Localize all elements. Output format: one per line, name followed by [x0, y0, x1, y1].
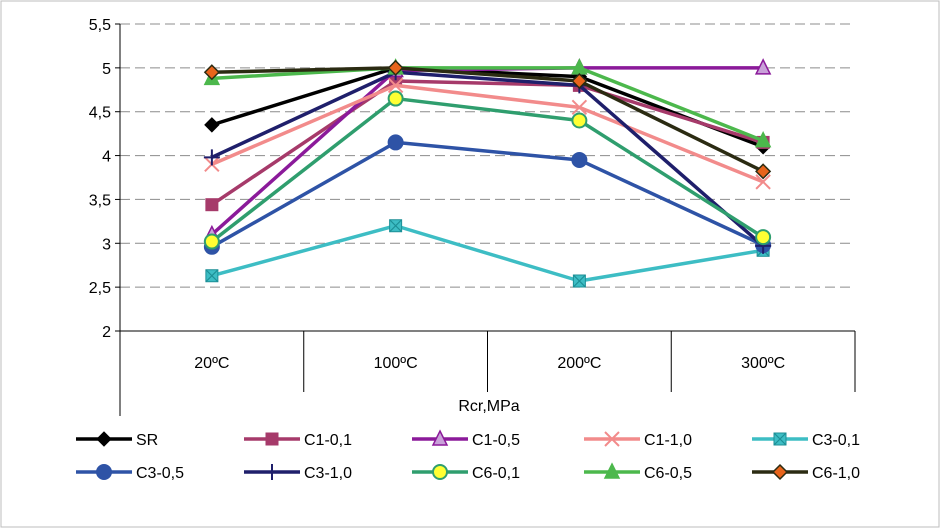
legend-item: C1-0,1	[244, 432, 352, 449]
data-point	[571, 72, 588, 90]
x-tick-label: 200ºC	[557, 355, 601, 372]
legend-item: SR	[76, 431, 158, 449]
x-tick-label: 100ºC	[374, 355, 418, 372]
legend: SR C1-0,1 C1-0,5 C1-1,0 C3-0,1 C3-0,5 C3-1,0 C6…	[76, 429, 860, 482]
data-point	[755, 174, 771, 190]
legend-item: C3-0,1	[752, 432, 860, 449]
series-line	[210, 79, 764, 207]
marker-cross	[389, 219, 403, 233]
legend-item: C6-0,5	[584, 462, 692, 482]
data-point	[754, 130, 772, 148]
legend-marker	[431, 429, 449, 446]
legend-label: C3-0,5	[136, 465, 184, 482]
legend-item: C6-1,0	[752, 463, 860, 482]
legend-marker	[773, 432, 787, 446]
y-tick-label: 3	[102, 236, 111, 253]
data-point	[204, 117, 220, 133]
data-point	[387, 59, 404, 76]
data-point	[572, 274, 586, 288]
legend-item: C3-1,0	[244, 464, 352, 482]
data-point	[755, 229, 772, 246]
data-point	[755, 163, 772, 180]
data-point	[754, 58, 772, 75]
series-line	[211, 140, 764, 249]
legend-item: C1-0,5	[412, 429, 520, 449]
series-C6-0,1	[203, 90, 772, 250]
series-line	[210, 96, 765, 243]
legend-label: C6-0,1	[472, 465, 520, 482]
series-group	[203, 58, 772, 288]
data-point	[387, 134, 404, 151]
gridlines	[120, 23, 855, 288]
series-line	[211, 66, 764, 149]
legend-label: C1-1,0	[644, 432, 692, 449]
series-line	[211, 70, 765, 248]
data-point	[203, 233, 220, 250]
marker-cross	[773, 432, 787, 446]
series-C1-1,0	[204, 77, 771, 190]
legend-label: C3-0,1	[812, 432, 860, 449]
series-line	[211, 223, 764, 283]
legend-item: C1-1,0	[584, 431, 692, 449]
legend-label: C6-1,0	[812, 465, 860, 482]
data-point	[387, 77, 404, 94]
x-tick-label: 300ºC	[741, 355, 785, 372]
data-point	[571, 99, 588, 116]
y-tick-label: 4	[102, 149, 111, 166]
legend-item: C3-0,5	[76, 464, 184, 482]
data-point	[203, 64, 220, 81]
data-point	[571, 112, 588, 129]
legend-label: C6-0,5	[644, 465, 692, 482]
legend-marker	[264, 464, 280, 480]
axes: 2 2,5 3 3,5 4 4,5 5 5,5 20ºC 100ºC 200ºC 300ºC	[89, 17, 856, 416]
data-point	[387, 90, 404, 107]
marker-cross	[572, 274, 586, 288]
series-line	[211, 66, 764, 143]
y-tick-label: 5	[102, 61, 111, 78]
series-line	[211, 66, 764, 173]
y-tick-label: 5,5	[89, 17, 111, 34]
data-point	[205, 269, 219, 283]
y-tick-label: 2	[102, 324, 111, 341]
legend-label: SR	[136, 432, 158, 449]
legend-label: C3-1,0	[304, 465, 352, 482]
x-axis-label: Rcr,MPa	[458, 398, 519, 415]
marker-cross	[205, 269, 219, 283]
legend-marker	[96, 464, 112, 480]
legend-marker	[604, 431, 620, 447]
series-C6-1,0	[203, 59, 772, 180]
legend-marker	[432, 464, 448, 480]
data-point	[571, 151, 588, 168]
data-point	[205, 198, 219, 212]
y-tick-label: 4,5	[89, 105, 111, 122]
series-line	[211, 83, 764, 184]
legend-marker	[265, 432, 279, 446]
y-tick-label: 2,5	[89, 280, 111, 297]
data-point	[203, 149, 220, 166]
legend-marker	[96, 431, 112, 447]
legend-marker	[771, 463, 789, 481]
legend-label: C1-0,5	[472, 432, 520, 449]
legend-label: C1-0,1	[304, 432, 352, 449]
data-point	[389, 219, 403, 233]
legend-marker	[603, 462, 621, 479]
x-tick-label: 20ºC	[194, 355, 229, 372]
legend-item: C6-0,1	[412, 464, 520, 482]
y-tick-label: 3,5	[89, 192, 111, 209]
